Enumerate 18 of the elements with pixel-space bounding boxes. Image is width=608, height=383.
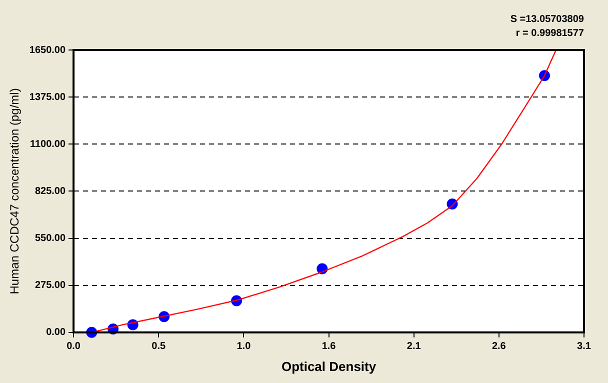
x-axis-title: Optical Density xyxy=(281,358,377,374)
y-tick-label: 825.00 xyxy=(34,186,66,197)
x-tick-label: 0.0 xyxy=(66,341,81,352)
x-tick-label: 1.0 xyxy=(236,341,252,352)
y-tick-label: 1100.00 xyxy=(30,138,66,150)
text: S =13.05703809 xyxy=(510,14,584,25)
y-tick-label: 0.00 xyxy=(46,327,66,338)
y-tick-label: 275.00 xyxy=(34,280,66,292)
x-tick-label: 2.6 xyxy=(492,341,506,352)
x-tick-label: 2.1 xyxy=(406,341,422,352)
x-tick-label: 3.1 xyxy=(577,341,592,352)
x-tick-label: 0.5 xyxy=(152,341,166,352)
y-tick-label: 1375.00 xyxy=(29,92,66,103)
y-tick-label: 550.00 xyxy=(34,233,66,244)
text: r = 0.99981577 xyxy=(516,28,584,39)
x-tick-label: 1.6 xyxy=(322,341,336,352)
y-tick-label: 1650.00 xyxy=(29,44,66,56)
y-axis-title: Human CCDC47 concentration (pg/ml) xyxy=(8,88,22,294)
